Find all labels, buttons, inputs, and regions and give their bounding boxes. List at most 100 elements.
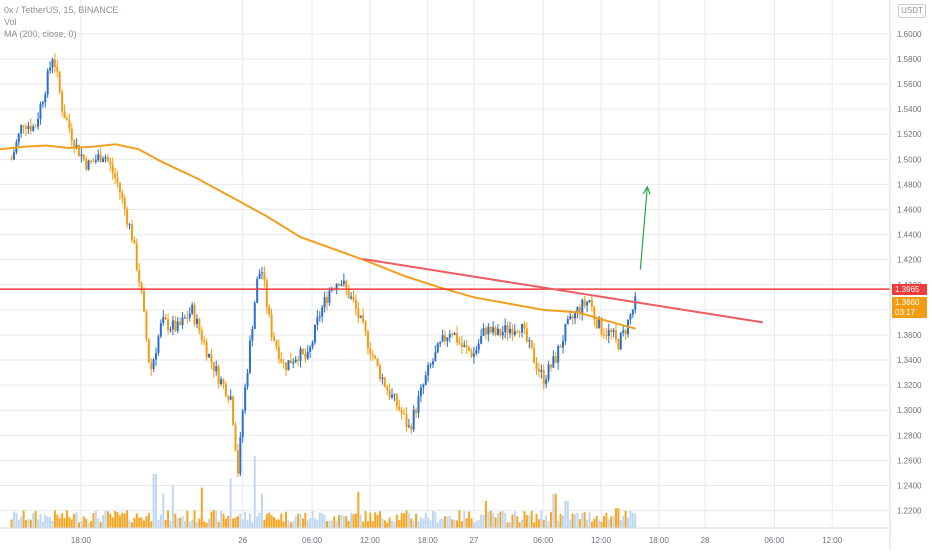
x-tick-label: 06:00 bbox=[302, 536, 323, 545]
candle-body bbox=[424, 375, 427, 385]
volume-bar bbox=[504, 512, 507, 528]
candle-body bbox=[593, 306, 596, 320]
candle-body bbox=[456, 333, 459, 343]
volume-bar bbox=[549, 512, 552, 528]
candle-body bbox=[133, 240, 136, 244]
candle-body bbox=[605, 334, 608, 337]
volume-bar bbox=[318, 512, 321, 528]
candle-body bbox=[297, 359, 300, 361]
candle-body bbox=[164, 317, 167, 320]
candle-body bbox=[323, 297, 326, 308]
candle-body bbox=[155, 353, 158, 360]
volume-bar bbox=[540, 510, 543, 528]
volume-bar bbox=[309, 518, 312, 528]
candle-body bbox=[362, 315, 365, 323]
candle-body bbox=[232, 396, 235, 425]
volume-bar bbox=[85, 518, 88, 528]
y-tick-label: 1.4200 bbox=[897, 256, 922, 265]
candle-body bbox=[458, 342, 461, 344]
candle-body bbox=[521, 323, 524, 333]
candle-body bbox=[244, 386, 247, 411]
volume-bar bbox=[378, 511, 381, 528]
candle-body bbox=[292, 362, 295, 364]
volume-bar bbox=[183, 520, 186, 528]
volume-bar bbox=[475, 520, 478, 528]
candle-body bbox=[357, 308, 360, 318]
volume-bar bbox=[571, 513, 574, 528]
candle-body bbox=[629, 314, 632, 320]
volume-bar bbox=[265, 513, 268, 528]
candle-body bbox=[215, 366, 218, 372]
volume-bar bbox=[102, 515, 105, 528]
candle-body bbox=[171, 320, 174, 330]
volume-bar bbox=[222, 513, 225, 528]
candle-body bbox=[220, 379, 223, 384]
volume-bar bbox=[354, 513, 357, 528]
volume-bar bbox=[188, 521, 191, 528]
volume-bar bbox=[301, 518, 304, 528]
volume-bar bbox=[614, 508, 617, 528]
volume-bar bbox=[236, 516, 239, 528]
volume-bar bbox=[56, 514, 59, 528]
volume-bar bbox=[631, 512, 634, 528]
volume-bar bbox=[583, 512, 586, 528]
candle-body bbox=[403, 413, 406, 415]
volume-bar bbox=[525, 515, 528, 528]
candle-body bbox=[299, 348, 302, 361]
candle-body bbox=[501, 332, 504, 336]
volume-bar bbox=[369, 512, 372, 528]
candle-body bbox=[619, 332, 622, 350]
volume-bar bbox=[167, 510, 170, 528]
candle-body bbox=[29, 125, 32, 131]
candle-body bbox=[304, 353, 307, 359]
volume-bar bbox=[588, 512, 591, 528]
candle-body bbox=[123, 198, 126, 210]
volume-bar bbox=[574, 514, 577, 528]
candle-body bbox=[12, 152, 15, 160]
volume-bar bbox=[323, 515, 326, 528]
volume-bar bbox=[506, 522, 509, 528]
volume-bar bbox=[624, 510, 627, 528]
candle-body bbox=[277, 346, 280, 359]
y-tick-label: 1.3400 bbox=[897, 356, 922, 365]
volume-bar bbox=[342, 516, 345, 528]
trendline bbox=[362, 258, 764, 324]
volume-bar bbox=[77, 522, 80, 528]
volume-bar bbox=[157, 519, 160, 528]
arrow-head bbox=[642, 185, 651, 195]
candle-body bbox=[321, 307, 324, 317]
volume-bar bbox=[61, 513, 64, 528]
candle-body bbox=[188, 313, 191, 318]
candle-body bbox=[58, 71, 61, 92]
volume-bar bbox=[417, 520, 420, 528]
candle-body bbox=[222, 379, 225, 384]
candle-body bbox=[405, 414, 408, 427]
volume-bar bbox=[412, 520, 415, 528]
candle-body bbox=[328, 290, 331, 304]
volume-bar bbox=[51, 520, 54, 528]
volume-bar bbox=[366, 520, 369, 528]
candle-body bbox=[566, 319, 569, 325]
volume-bar bbox=[431, 510, 434, 528]
volume-bar bbox=[299, 514, 302, 528]
volume-bar bbox=[610, 516, 613, 528]
candle-body bbox=[205, 342, 208, 358]
volume-bar bbox=[477, 520, 480, 528]
candle-body bbox=[412, 409, 415, 430]
candle-body bbox=[504, 325, 507, 333]
volume-bar bbox=[429, 520, 432, 528]
volume-bar bbox=[80, 520, 83, 528]
legend: 0x / TetherUS, 15, BINANCE Vol MA (200, … bbox=[4, 4, 118, 40]
volume-bar bbox=[109, 514, 112, 528]
volume-bar bbox=[34, 510, 37, 528]
volume-bar bbox=[130, 522, 133, 528]
volume-bar bbox=[600, 521, 603, 528]
overlay-layer bbox=[0, 143, 890, 330]
y-tick-label: 1.6000 bbox=[897, 30, 922, 39]
volume-bar bbox=[472, 522, 475, 528]
currency-button[interactable]: USDT bbox=[898, 4, 926, 18]
candle-body bbox=[371, 354, 374, 356]
candle-body bbox=[444, 335, 446, 342]
candle-body bbox=[381, 377, 384, 379]
